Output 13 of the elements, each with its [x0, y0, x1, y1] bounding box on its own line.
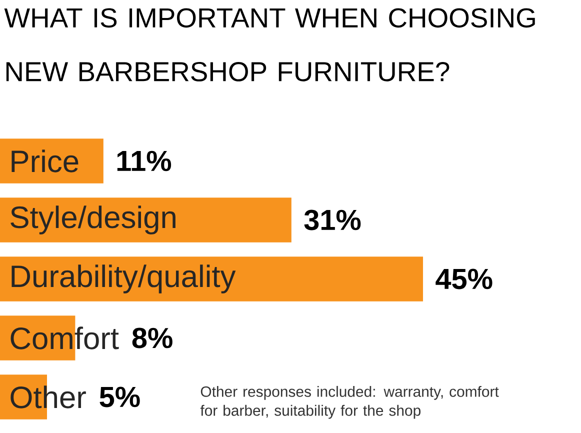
- y-tick-label: Price: [12, 150, 78, 172]
- bar: [0, 256, 424, 302]
- bar: [0, 198, 292, 242]
- chart-title: WHAT IS IMPORTANT WHEN CHOOSING NEW BARBERSHOP FURNITURE?: [4, 8, 535, 82]
- annotation: Other responses included: warranty, comfort for barber, suitability for the shop: [200, 386, 499, 419]
- data-label: 31%: [304, 210, 361, 230]
- data-label: 45%: [436, 268, 492, 290]
- data-label: 11%: [117, 150, 172, 172]
- y-tick-label: Durability/quality: [12, 264, 236, 294]
- data-label: 5%: [100, 386, 140, 408]
- bar: [0, 138, 104, 184]
- y-tick-label: Style/design: [10, 206, 176, 234]
- data-label: 8%: [132, 328, 172, 348]
